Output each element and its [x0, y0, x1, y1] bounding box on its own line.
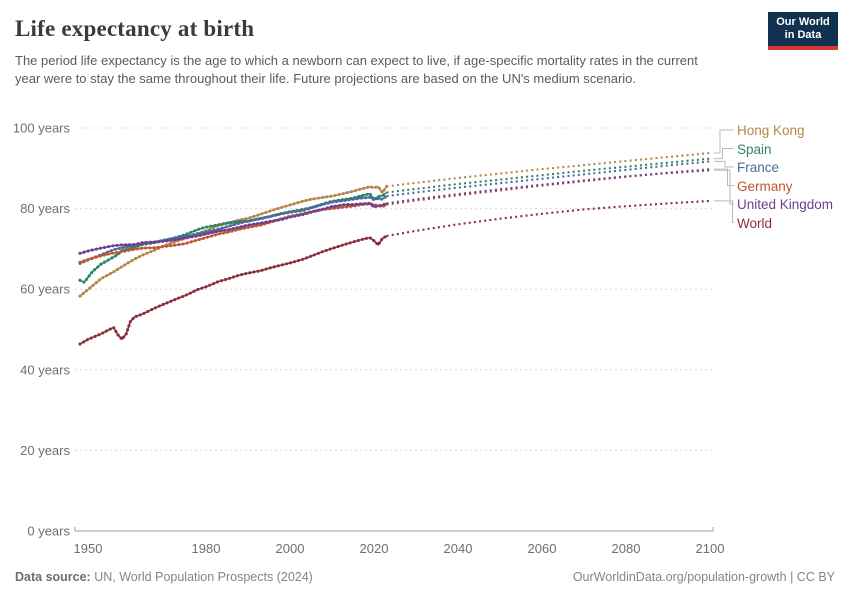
y-tick-label-80: 80 years — [20, 201, 70, 216]
legend-label-germany[interactable]: Germany — [737, 178, 793, 194]
legend-connector-world — [714, 200, 734, 223]
data-source-label: Data source: — [15, 570, 91, 584]
chart-footer: Data source: UN, World Population Prospe… — [15, 570, 835, 584]
legend-connector-united-kingdom — [714, 169, 734, 205]
data-source: Data source: UN, World Population Prospe… — [15, 570, 313, 584]
y-tick-label-0: 0 years — [27, 524, 70, 539]
y-tick-label-100: 100 years — [13, 121, 71, 136]
series-markers-united-kingdom — [78, 201, 389, 255]
series-markers-world — [78, 234, 389, 346]
data-source-text: UN, World Population Prospects (2024) — [94, 570, 313, 584]
x-tick-label-2000: 2000 — [276, 541, 305, 556]
chart-subtitle: The period life expectancy is the age to… — [15, 53, 698, 87]
x-tick-label-1980: 1980 — [192, 541, 221, 556]
legend-label-united-kingdom[interactable]: United Kingdom — [737, 197, 834, 212]
y-tick-label-60: 60 years — [20, 282, 70, 297]
series-line-hong-kong[interactable] — [79, 185, 388, 297]
owid-logo[interactable]: Our World in Data — [768, 12, 838, 50]
x-tick-label-2020: 2020 — [360, 541, 389, 556]
legend-connector-germany — [714, 168, 734, 186]
legend-label-world[interactable]: World — [737, 215, 773, 231]
series-projection-hong-kong[interactable] — [386, 151, 711, 188]
attribution[interactable]: OurWorldinData.org/population-growth | C… — [572, 570, 835, 584]
legend-connector-hong-kong — [714, 129, 734, 154]
legend-connector-spain — [714, 148, 734, 160]
series-markers-spain — [78, 190, 389, 285]
legend-connector-france — [714, 160, 734, 168]
legend-label-spain[interactable]: Spain — [737, 141, 772, 157]
x-tick-label-1950: 1950 — [74, 541, 103, 556]
x-tick-label-2040: 2040 — [444, 541, 473, 556]
series-projection-france[interactable] — [386, 160, 711, 198]
y-tick-label-20: 20 years — [20, 443, 70, 458]
owid-logo-text-line2: in Data — [784, 29, 822, 41]
legend-label-hong-kong[interactable]: Hong Kong — [737, 123, 805, 138]
x-tick-label-2100: 2100 — [696, 541, 725, 556]
y-tick-label-40: 40 years — [20, 362, 70, 377]
series-markers-hong-kong — [78, 184, 389, 298]
owid-logo-text-line1: Our World — [776, 16, 830, 29]
series-projection-world[interactable] — [386, 199, 711, 238]
series-markers-france — [78, 194, 389, 265]
page-title: Life expectancy at birth — [15, 16, 255, 41]
series-projection-spain[interactable] — [386, 157, 711, 194]
x-tick-label-2080: 2080 — [612, 541, 641, 556]
series-markers-germany — [78, 202, 389, 264]
series-line-germany[interactable] — [79, 203, 387, 263]
series-projection-united-kingdom[interactable] — [386, 169, 711, 205]
x-tick-label-2060: 2060 — [528, 541, 557, 556]
legend-label-france[interactable]: France — [737, 160, 780, 175]
